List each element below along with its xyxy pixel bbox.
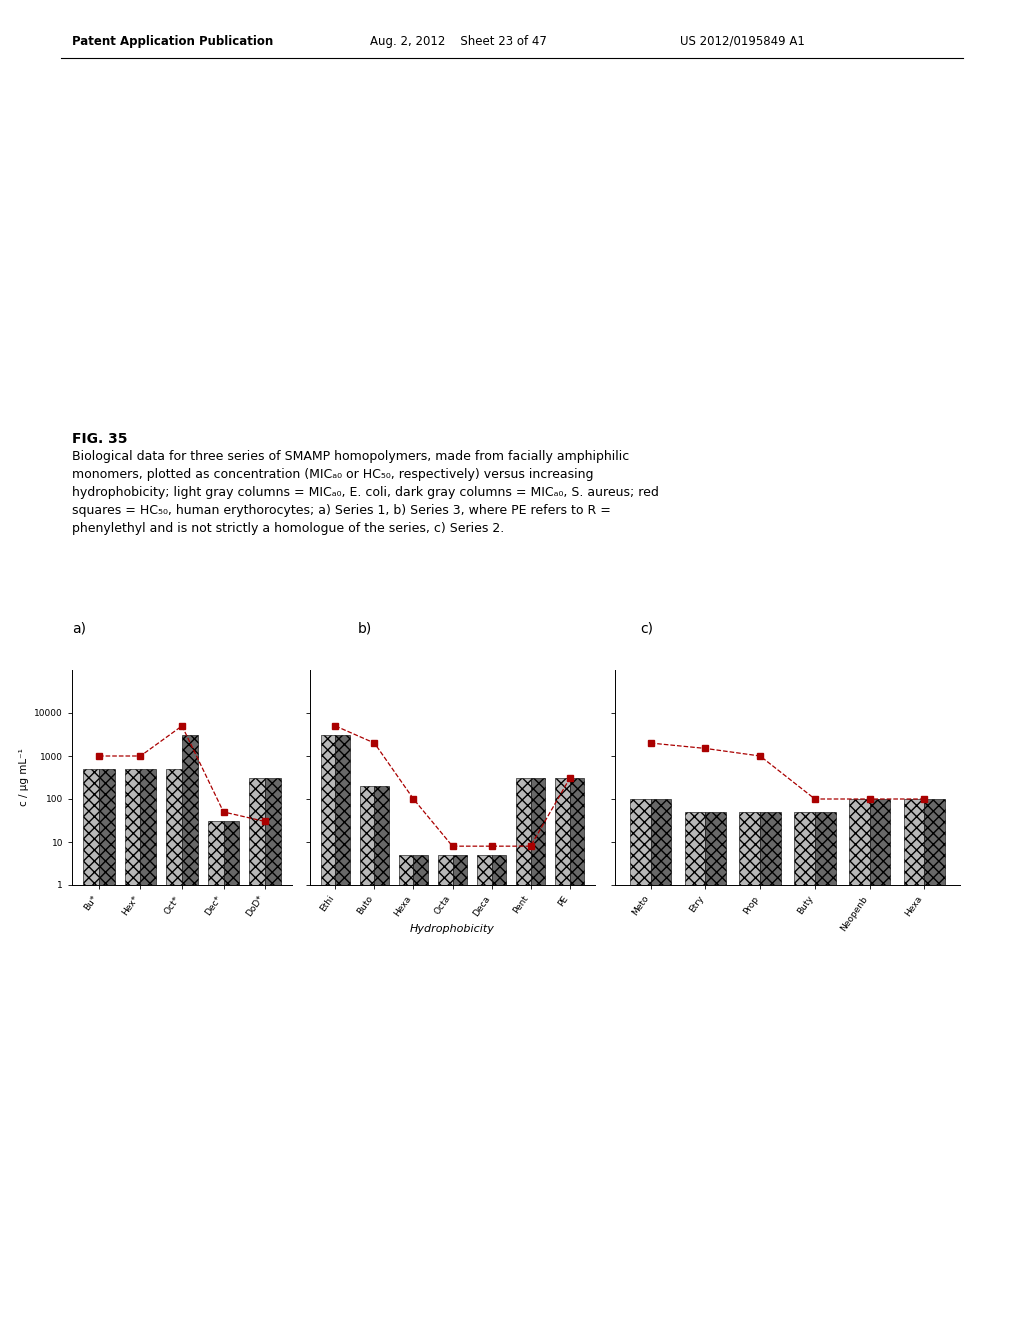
Bar [903,799,925,1320]
Bar [849,799,869,1320]
Y-axis label: c / μg mL⁻¹: c / μg mL⁻¹ [18,748,29,807]
Bar [794,812,815,1320]
Bar [739,812,760,1320]
Bar [815,812,836,1320]
Bar [650,799,672,1320]
Bar [516,779,530,1320]
Bar [569,779,585,1320]
Text: c): c) [640,622,653,636]
Bar [83,770,99,1320]
Bar [375,785,389,1320]
Bar [99,770,115,1320]
Bar [249,779,265,1320]
Bar [223,821,240,1320]
Bar [336,735,350,1320]
Bar [414,855,428,1320]
Bar [398,855,414,1320]
Bar [182,735,198,1320]
Text: Biological data for three series of SMAMP homopolymers, made from facially amphi: Biological data for three series of SMAM… [72,450,630,463]
Bar [265,779,281,1320]
Text: phenylethyl and is not strictly a homologue of the series, c) Series 2.: phenylethyl and is not strictly a homolo… [72,521,504,535]
Bar [706,812,726,1320]
Bar [530,779,546,1320]
Bar [630,799,650,1320]
Bar [925,799,945,1320]
Bar [477,855,492,1320]
Text: a): a) [72,622,86,636]
Text: US 2012/0195849 A1: US 2012/0195849 A1 [680,36,805,48]
Text: Patent Application Publication: Patent Application Publication [72,36,273,48]
Bar [208,821,223,1320]
Text: Aug. 2, 2012    Sheet 23 of 47: Aug. 2, 2012 Sheet 23 of 47 [370,36,547,48]
Bar [492,855,507,1320]
Text: b): b) [358,622,373,636]
Bar [555,779,569,1320]
Bar [359,785,375,1320]
Bar [140,770,157,1320]
Bar [869,799,891,1320]
Text: monomers, plotted as concentration (MICₐ₀ or HC₅₀, respectively) versus increasi: monomers, plotted as concentration (MICₐ… [72,469,594,480]
Bar [437,855,453,1320]
Bar [453,855,467,1320]
Text: hydrophobicity; light gray columns = MICₐ₀, E. coli, dark gray columns = MICₐ₀, : hydrophobicity; light gray columns = MIC… [72,486,658,499]
Bar [321,735,336,1320]
Text: squares = HC₅₀, human erythorocytes; a) Series 1, b) Series 3, where PE refers t: squares = HC₅₀, human erythorocytes; a) … [72,504,611,517]
Bar [685,812,706,1320]
Text: FIG. 35: FIG. 35 [72,432,128,446]
Bar [166,770,182,1320]
X-axis label: Hydrophobicity: Hydrophobicity [410,924,495,933]
Bar [760,812,781,1320]
Bar [125,770,140,1320]
